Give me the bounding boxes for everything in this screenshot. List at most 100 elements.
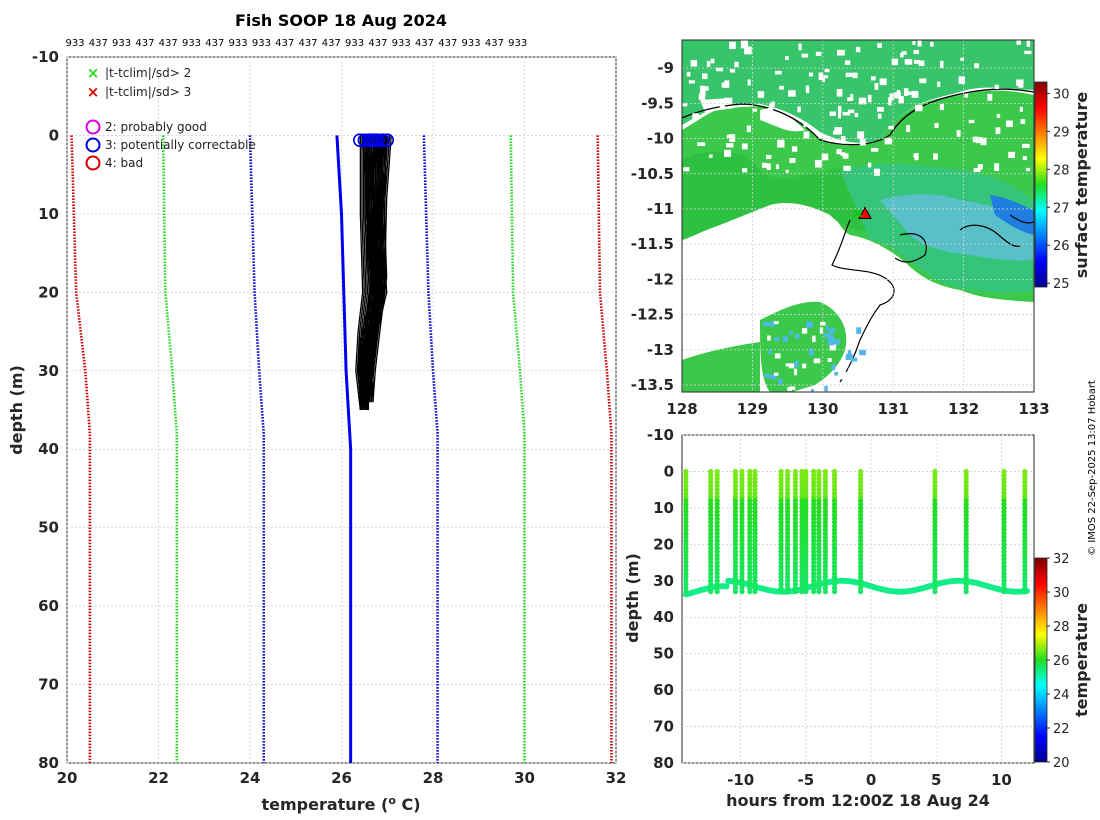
legend-label: |t-tclim|/sd> 3 [105, 85, 191, 99]
cast-point [708, 552, 714, 558]
cast-point [799, 574, 805, 580]
cast-point [963, 479, 969, 485]
cast-point [816, 527, 822, 533]
cast-point [739, 508, 745, 515]
cast-point [714, 508, 720, 515]
cast-point [747, 530, 753, 537]
cast-point [1022, 589, 1028, 595]
cloud-pixel [789, 330, 793, 336]
cast-point [683, 512, 689, 518]
cast-point [858, 545, 864, 551]
cast-point [831, 545, 838, 551]
cast-point [778, 483, 784, 489]
cast-point [831, 494, 838, 500]
cast-point [708, 516, 714, 522]
cast-point [799, 505, 805, 511]
cast-point [778, 552, 784, 558]
cast-point [778, 581, 784, 588]
cast-point [739, 534, 745, 540]
cloud-pixel [939, 103, 944, 111]
cast-point [822, 530, 829, 537]
cast-point [683, 501, 689, 507]
map-y-tick-label: -11 [647, 200, 674, 218]
cast-point [932, 541, 938, 547]
cast-point [963, 501, 969, 507]
cast-point [732, 476, 739, 482]
cast-point [708, 549, 714, 555]
cast-point [792, 516, 799, 522]
cast-point [785, 476, 791, 482]
cloud-pixel [843, 165, 851, 171]
legend-label: |t-tclim|/sd> 2 [105, 66, 191, 80]
cloud-pixel [767, 107, 774, 112]
cast-point [858, 505, 864, 511]
cast-point [732, 563, 739, 569]
x-tick-label: 28 [423, 769, 444, 787]
cast-point [811, 490, 817, 496]
cast-point [1022, 487, 1028, 493]
cast-point [739, 538, 745, 544]
cast-point [816, 563, 822, 569]
cast-point [752, 468, 758, 475]
temperature-colorbar-ticks: 20 22 24 26 28 30 32 [1047, 552, 1070, 771]
cast-point [831, 490, 838, 496]
cast-point [732, 578, 739, 584]
cast-point [747, 556, 753, 562]
cast-point [811, 498, 817, 504]
cloud-pixel [825, 325, 829, 331]
cast-point [799, 523, 805, 529]
cast-point [932, 490, 938, 496]
cloud-pixel [1016, 40, 1021, 45]
cast-point [747, 472, 753, 478]
cast-point [858, 530, 864, 537]
cast-point [932, 508, 938, 515]
cast-point [858, 552, 864, 558]
cast-point [1001, 559, 1007, 566]
cast-point [811, 567, 817, 573]
cast-point [708, 508, 714, 515]
cast-point [831, 534, 838, 540]
cloud-pixel [995, 127, 1001, 135]
cast-point [739, 552, 745, 558]
cast-point [799, 538, 805, 544]
cloud-pixel [847, 97, 853, 102]
cast-point [732, 472, 739, 478]
cloud-pixel [871, 147, 879, 152]
cloud-pixel [795, 333, 800, 339]
cast-point [803, 570, 809, 577]
cast-point [963, 541, 969, 547]
cloud-pixel [782, 335, 788, 343]
cast-point [708, 578, 714, 584]
cloud-pixel [858, 97, 867, 105]
cloud-pixel [929, 41, 934, 47]
colorbar-tick-label: 28 [1053, 163, 1070, 178]
cast-point [792, 512, 799, 518]
cast-point [778, 512, 784, 518]
cast-point [747, 490, 753, 496]
cast-point [792, 549, 799, 555]
cast-point [747, 505, 753, 511]
cast-point [816, 534, 822, 540]
top-label: 437 [485, 38, 504, 49]
cast-point [1022, 545, 1028, 551]
credit-label: © IMOS 22-Sep-2025 13:07 Hobart [1087, 380, 1098, 556]
cast-point [803, 549, 809, 555]
cloud-pixel [808, 72, 814, 77]
cast-profile-line [360, 135, 376, 403]
cloud-pixel [763, 322, 770, 327]
cloud-pixel [778, 378, 783, 385]
cast-point [811, 549, 817, 555]
cast-point [811, 476, 817, 482]
cloud-pixel [814, 159, 822, 168]
cloud-pixel [845, 382, 852, 389]
cloud-pixel [815, 51, 822, 56]
cast-point [739, 574, 745, 580]
cast-point [732, 527, 739, 533]
cast-point [1001, 549, 1007, 555]
cast-point [803, 479, 809, 485]
ts-y-tick-label: 30 [653, 572, 674, 590]
cast-point [708, 519, 714, 526]
cast-point [683, 563, 689, 569]
x-axis-label-end: C) [396, 795, 421, 814]
cloud-pixel [789, 386, 796, 390]
